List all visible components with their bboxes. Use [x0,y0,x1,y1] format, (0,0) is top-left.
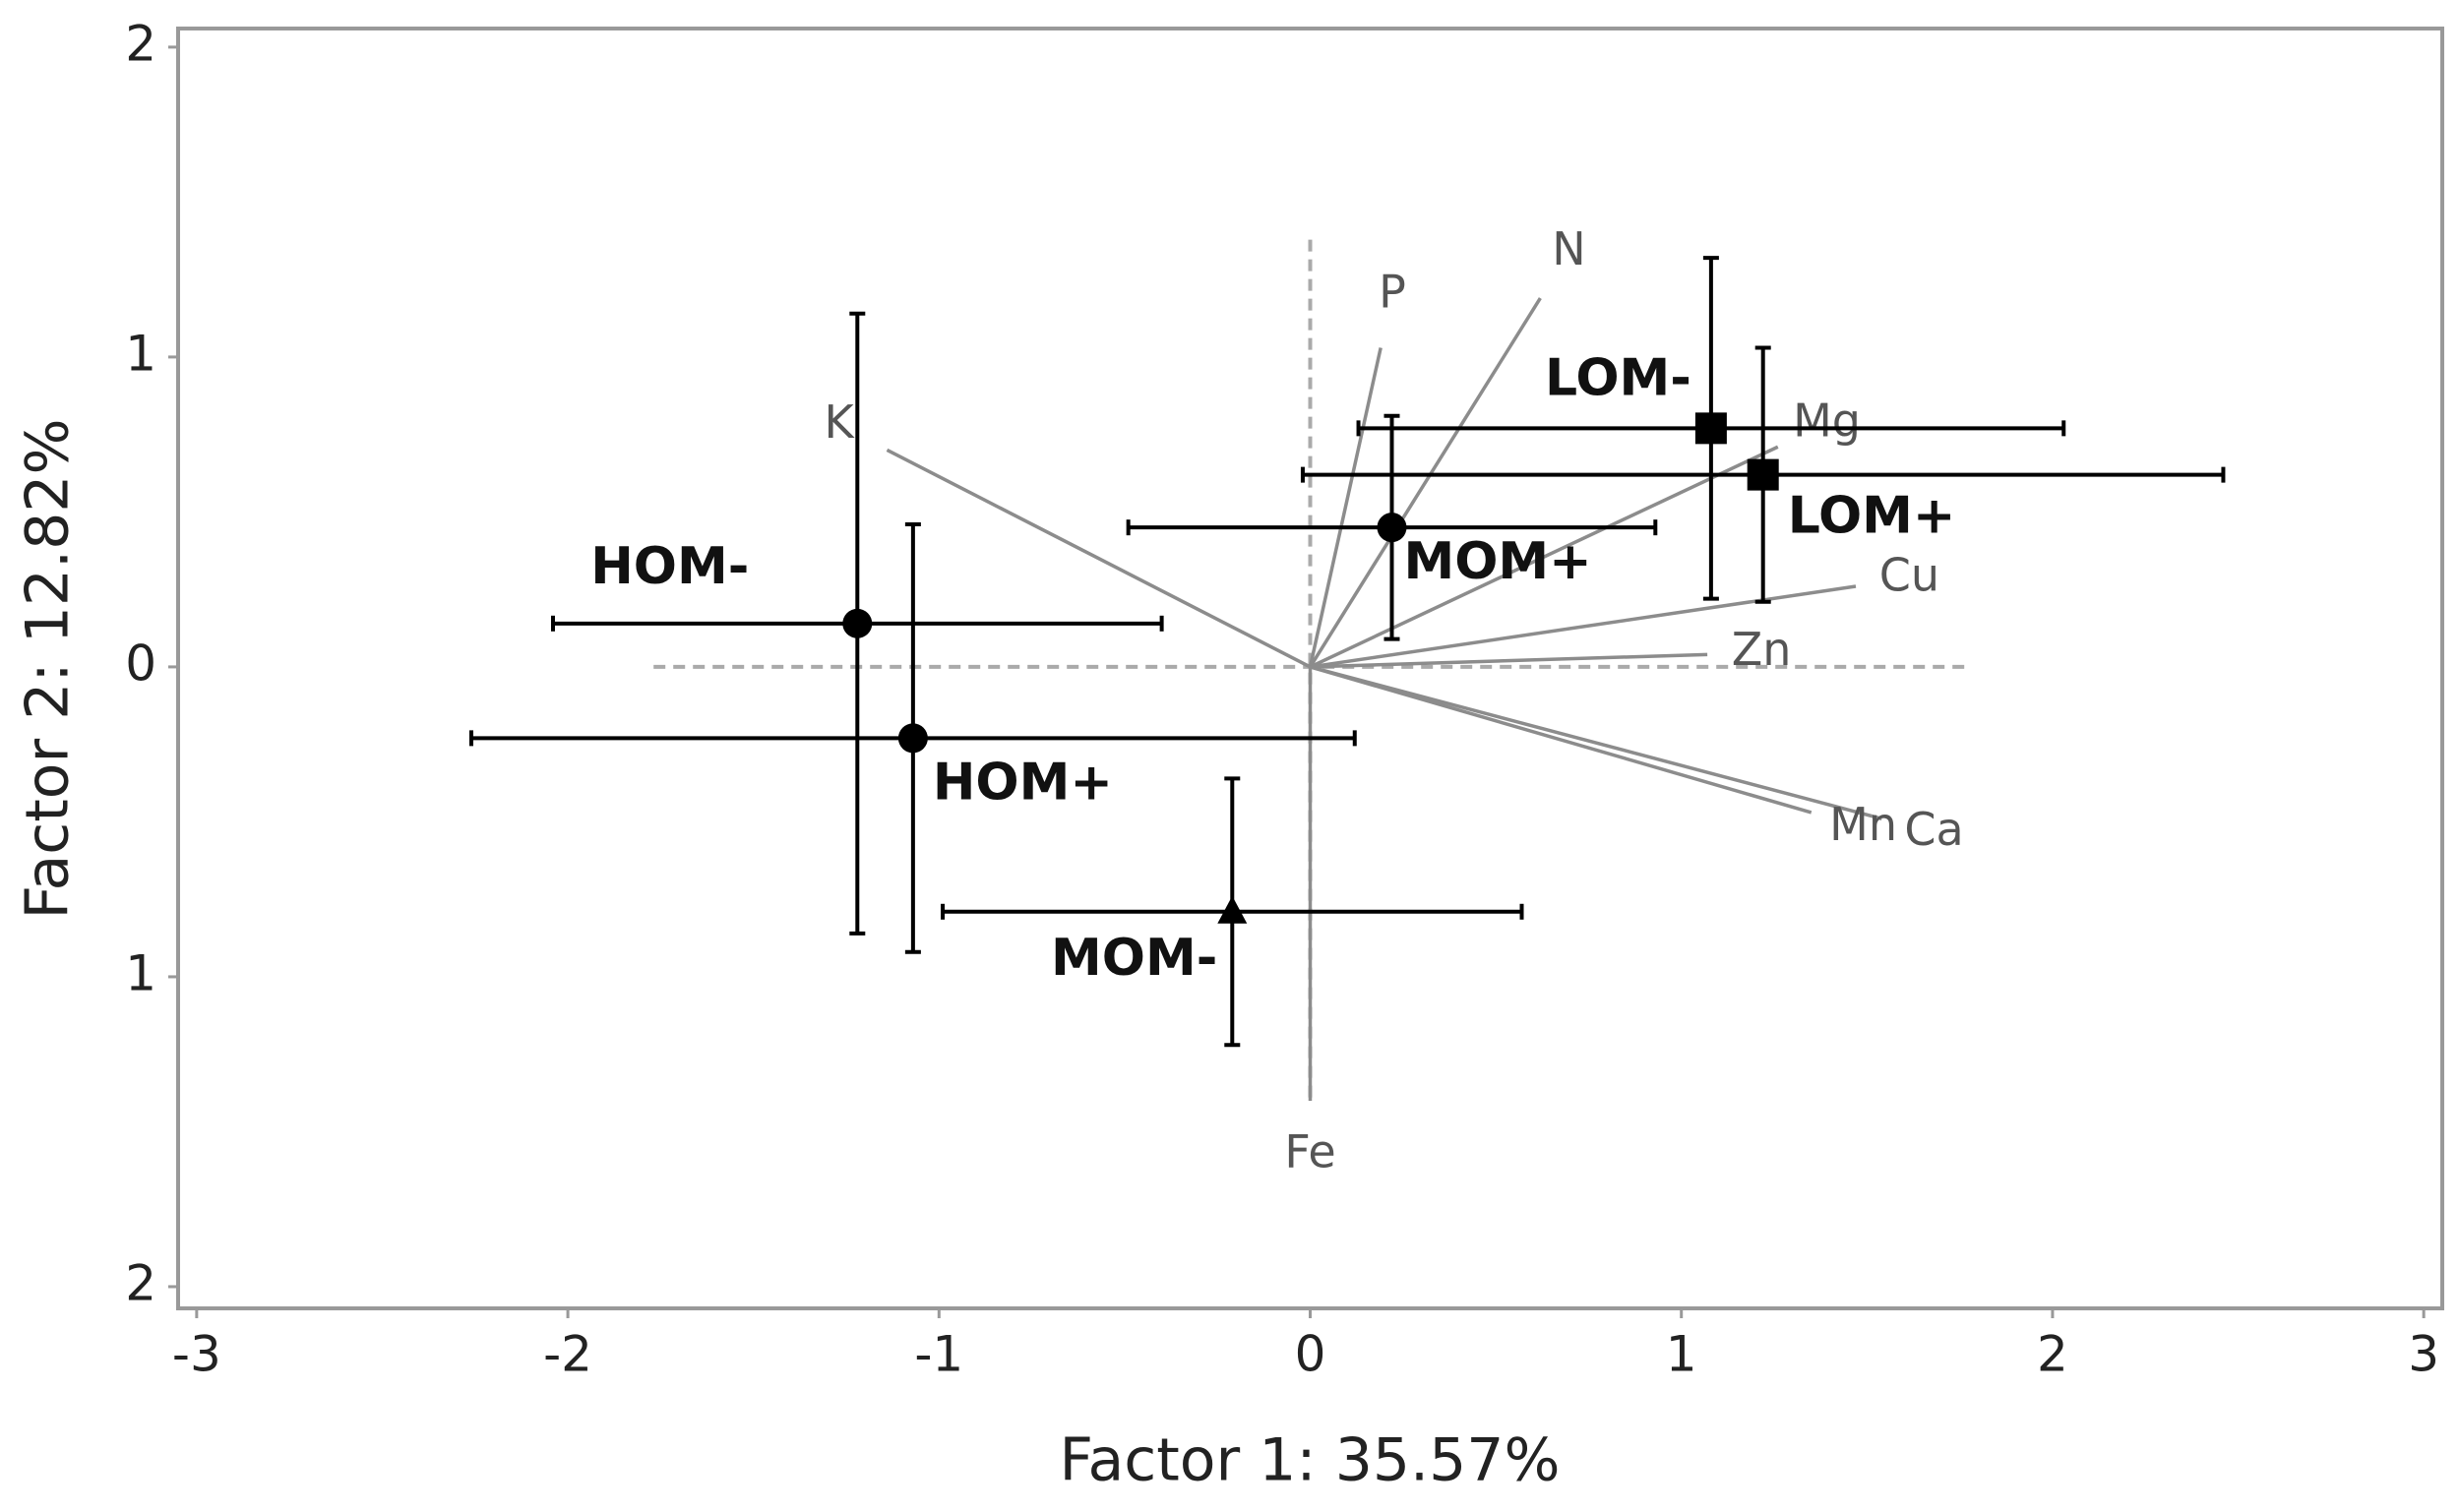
vector-label: K [824,395,855,449]
loading-vector [1309,297,1542,668]
group-label: HOM+ [933,753,1113,812]
group-label: HOM- [590,537,749,596]
y-tick-label: 2 [125,1254,156,1311]
x-axis-title: Factor 1: 35.57% [1060,1426,1561,1495]
loading-vector [1310,665,1813,815]
marker [1217,895,1248,924]
vector-label: Cu [1879,548,1939,601]
marker [1747,458,1779,491]
group-label: MOM+ [1403,532,1591,591]
loading-vector [1308,347,1383,668]
marker [897,723,928,754]
vector-label: Mn [1829,798,1897,851]
y-axis-title: Factor 2: 12.82% [14,419,83,920]
x-tick-label: -3 [172,1326,221,1383]
x-tick-label: 1 [1666,1326,1697,1383]
vector-label: Zn [1732,623,1792,676]
group-label: MOM- [1051,929,1217,988]
y-tick-label: 1 [125,944,156,1001]
loading-vector [1310,652,1708,669]
loading-vector [886,448,1312,669]
vector-label: P [1379,265,1406,318]
vector-label: Mg [1793,393,1861,447]
vector-label: N [1552,222,1585,275]
x-tick-label: -2 [543,1326,592,1383]
x-tick-label: -1 [914,1326,963,1383]
loading-vector [1310,665,1882,820]
y-tick-label: 0 [125,635,156,692]
loading-vector [1309,445,1779,669]
vector-label: Ca [1904,803,1963,856]
vector-label: Fe [1284,1124,1335,1178]
marker [1694,412,1727,445]
x-tick-label: 3 [2408,1326,2439,1383]
group-label: LOM+ [1788,487,1956,546]
group-label: LOM- [1545,348,1691,407]
marker [842,608,873,638]
y-tick-label: 2 [125,15,156,72]
y-tick-label: 1 [125,325,156,382]
marker [1377,513,1407,543]
x-tick-label: 2 [2037,1326,2068,1383]
x-tick-label: 0 [1295,1326,1326,1383]
